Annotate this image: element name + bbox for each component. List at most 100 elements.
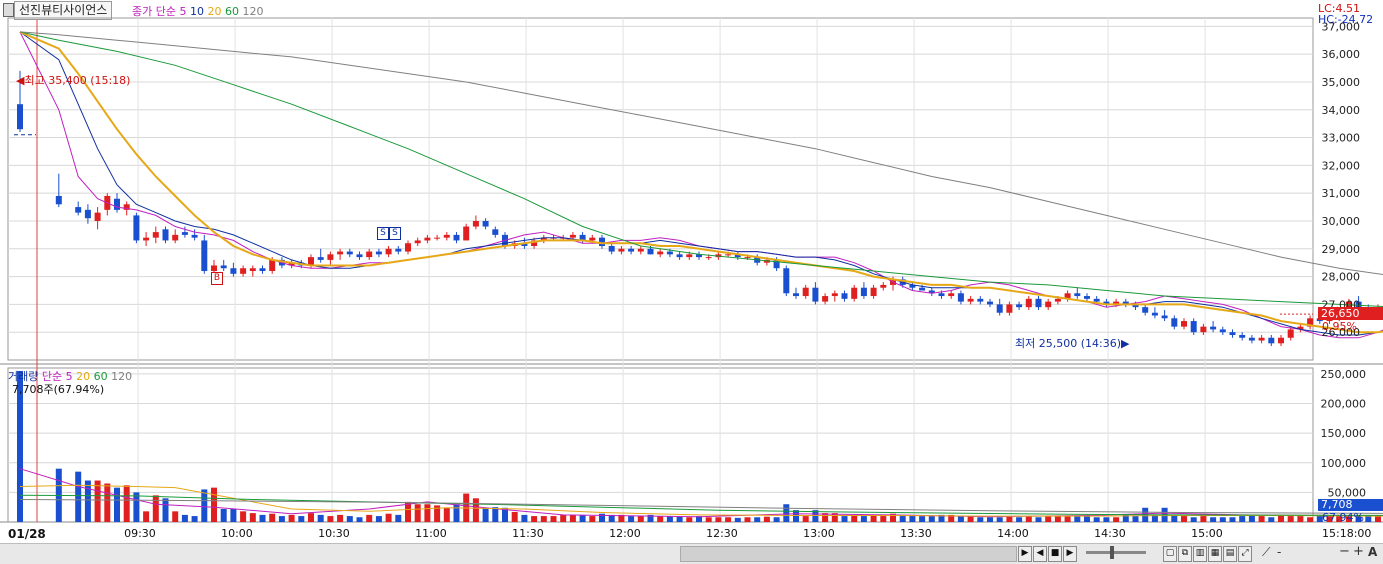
volume-bar bbox=[453, 504, 460, 522]
volume-bar bbox=[560, 514, 567, 522]
high-price-annotation: ◀최고 35,400 (15:18) bbox=[16, 72, 130, 88]
candle-body bbox=[628, 248, 635, 252]
candle-body bbox=[201, 240, 208, 272]
candle-body bbox=[133, 215, 140, 241]
scroll-end-button[interactable]: ▶ bbox=[1018, 546, 1032, 562]
scrollbar-track[interactable] bbox=[680, 546, 1017, 562]
candle-body bbox=[191, 234, 198, 238]
volume-tick-label: 50,000 bbox=[1328, 486, 1367, 499]
candle-body bbox=[841, 293, 848, 299]
candle-body bbox=[608, 246, 615, 252]
volume-bar bbox=[657, 516, 664, 522]
zoom-slider[interactable] bbox=[1086, 551, 1146, 554]
volume-bar bbox=[308, 513, 314, 522]
candle-body bbox=[172, 234, 179, 241]
volume-bar bbox=[802, 516, 809, 522]
volume-bar bbox=[967, 516, 974, 522]
volume-bar bbox=[773, 517, 780, 522]
candle-body bbox=[909, 284, 916, 288]
volume-bar bbox=[579, 515, 586, 522]
candle-body bbox=[734, 254, 741, 258]
zoom-slider-thumb[interactable] bbox=[1110, 546, 1114, 559]
candle-body bbox=[1122, 301, 1129, 305]
volume-tick-label: 150,000 bbox=[1321, 427, 1367, 440]
volume-bar bbox=[1132, 516, 1139, 522]
candle-body bbox=[75, 207, 82, 213]
price-volume-chart[interactable]: 26,00027,00028,00029,00030,00031,00032,0… bbox=[0, 0, 1383, 543]
grid-icon[interactable]: ▦ bbox=[1208, 546, 1222, 562]
candle-body bbox=[589, 237, 596, 241]
chart-settings-icon[interactable] bbox=[3, 3, 14, 17]
candle-body bbox=[1210, 326, 1217, 330]
stop-button[interactable]: ■ bbox=[1048, 546, 1062, 562]
copy-icon[interactable]: ⧉ bbox=[1178, 546, 1192, 562]
ma-period-5: 5 bbox=[179, 5, 187, 18]
volume-bar bbox=[211, 487, 217, 522]
volume-bar bbox=[1375, 516, 1381, 522]
ma-period-10: 10 bbox=[189, 5, 204, 18]
volume-bar bbox=[1045, 516, 1052, 522]
candle-body bbox=[114, 198, 120, 210]
candle-body bbox=[327, 254, 334, 260]
candle-body bbox=[1151, 312, 1158, 316]
candle-body bbox=[1268, 337, 1275, 344]
volume-bar bbox=[841, 516, 848, 522]
candle-body bbox=[1258, 337, 1265, 341]
candle-body bbox=[1103, 301, 1110, 305]
plus-icon[interactable]: + bbox=[1353, 544, 1364, 559]
volume-bar bbox=[492, 507, 499, 522]
bar-chart-icon[interactable]: ▥ bbox=[1193, 546, 1207, 562]
candle-body bbox=[1084, 296, 1090, 299]
volume-bar bbox=[337, 514, 344, 522]
minus-icon[interactable]: − bbox=[1339, 544, 1350, 559]
expand-icon[interactable]: ⤢ bbox=[1238, 546, 1252, 562]
candle-body bbox=[1248, 337, 1255, 341]
box-icon[interactable]: ▢ bbox=[1163, 546, 1177, 562]
candle-body bbox=[453, 234, 460, 241]
candle-body bbox=[434, 237, 441, 239]
zoom-out-icon[interactable]: ‐ bbox=[1277, 545, 1282, 559]
volume-bar bbox=[569, 514, 576, 522]
candle-body bbox=[308, 257, 314, 266]
candle-body bbox=[957, 293, 964, 302]
candle-body bbox=[657, 251, 664, 255]
play-button[interactable]: ▶ bbox=[1063, 546, 1077, 562]
volume-bar bbox=[637, 516, 644, 522]
volume-bar bbox=[278, 516, 285, 522]
price-tick-label: 33,000 bbox=[1322, 132, 1361, 145]
volume-bar bbox=[414, 504, 421, 522]
volume-bar bbox=[870, 514, 877, 522]
volume-bar bbox=[647, 514, 654, 522]
price-ma60-line bbox=[19, 31, 1383, 308]
volume-bar bbox=[405, 501, 411, 522]
candle-body bbox=[84, 209, 91, 219]
first-button[interactable]: ◀ bbox=[1033, 546, 1047, 562]
ma-period-120: 120 bbox=[242, 5, 264, 18]
candle-body bbox=[405, 243, 411, 252]
volume-tick-label: 250,000 bbox=[1321, 368, 1367, 381]
draw-tool-icon[interactable]: ⟋ bbox=[1262, 545, 1271, 559]
volume-bar bbox=[162, 498, 169, 522]
chart-icon[interactable]: ▤ bbox=[1223, 546, 1237, 562]
candle-body bbox=[288, 262, 295, 266]
candle-body bbox=[851, 287, 858, 299]
price-tick-label: 36,000 bbox=[1322, 48, 1361, 61]
volume-bar bbox=[793, 510, 799, 522]
candle-body bbox=[1132, 304, 1139, 308]
candle-body bbox=[831, 293, 838, 297]
stock-name-label[interactable]: 선진뷰티사이언스 bbox=[14, 1, 113, 20]
candle-body bbox=[220, 265, 227, 269]
volume-bar bbox=[851, 514, 858, 522]
volume-bar bbox=[734, 517, 741, 522]
candle-body bbox=[143, 237, 150, 241]
auto-scale-icon[interactable]: A bbox=[1368, 545, 1378, 559]
candle-body bbox=[152, 232, 159, 238]
volume-ma-120: 120 bbox=[111, 370, 133, 383]
candle-body bbox=[211, 265, 217, 272]
signal-badge-b: B bbox=[211, 272, 223, 285]
volume-bar bbox=[17, 370, 23, 522]
candle-body bbox=[540, 237, 547, 241]
candle-body bbox=[880, 284, 887, 288]
candle-body bbox=[94, 212, 101, 221]
price-tick-label: 37,000 bbox=[1322, 20, 1361, 33]
